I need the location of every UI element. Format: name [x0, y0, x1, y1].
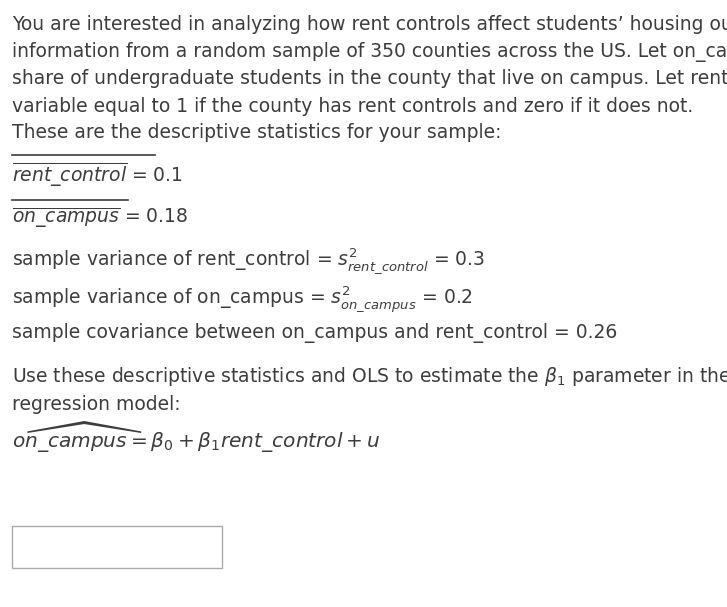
Text: Use these descriptive statistics and OLS to estimate the $\beta_1$ parameter in : Use these descriptive statistics and OLS…	[12, 365, 727, 415]
Text: $\overline{on\_campus}$ = 0.18: $\overline{on\_campus}$ = 0.18	[12, 205, 188, 229]
Text: These are the descriptive statistics for your sample:: These are the descriptive statistics for…	[12, 123, 502, 142]
Text: sample variance of on_campus = $s^2_{on\_campus}$ = 0.2: sample variance of on_campus = $s^2_{on\…	[12, 285, 472, 314]
Text: You are interested in analyzing how rent controls affect students’ housing outco: You are interested in analyzing how rent…	[12, 15, 727, 115]
Text: $\overline{rent\_control}$ = 0.1: $\overline{rent\_control}$ = 0.1	[12, 160, 183, 188]
Text: sample variance of rent_control = $s^2_{rent\_control}$ = 0.3: sample variance of rent_control = $s^2_{…	[12, 247, 485, 276]
Text: $\widehat{on\_campus} = \beta_0 + \beta_1 rent\_control + u$: $\widehat{on\_campus} = \beta_0 + \beta_…	[12, 421, 380, 455]
Text: sample covariance between on_campus and rent_control = 0.26: sample covariance between on_campus and …	[12, 323, 617, 343]
